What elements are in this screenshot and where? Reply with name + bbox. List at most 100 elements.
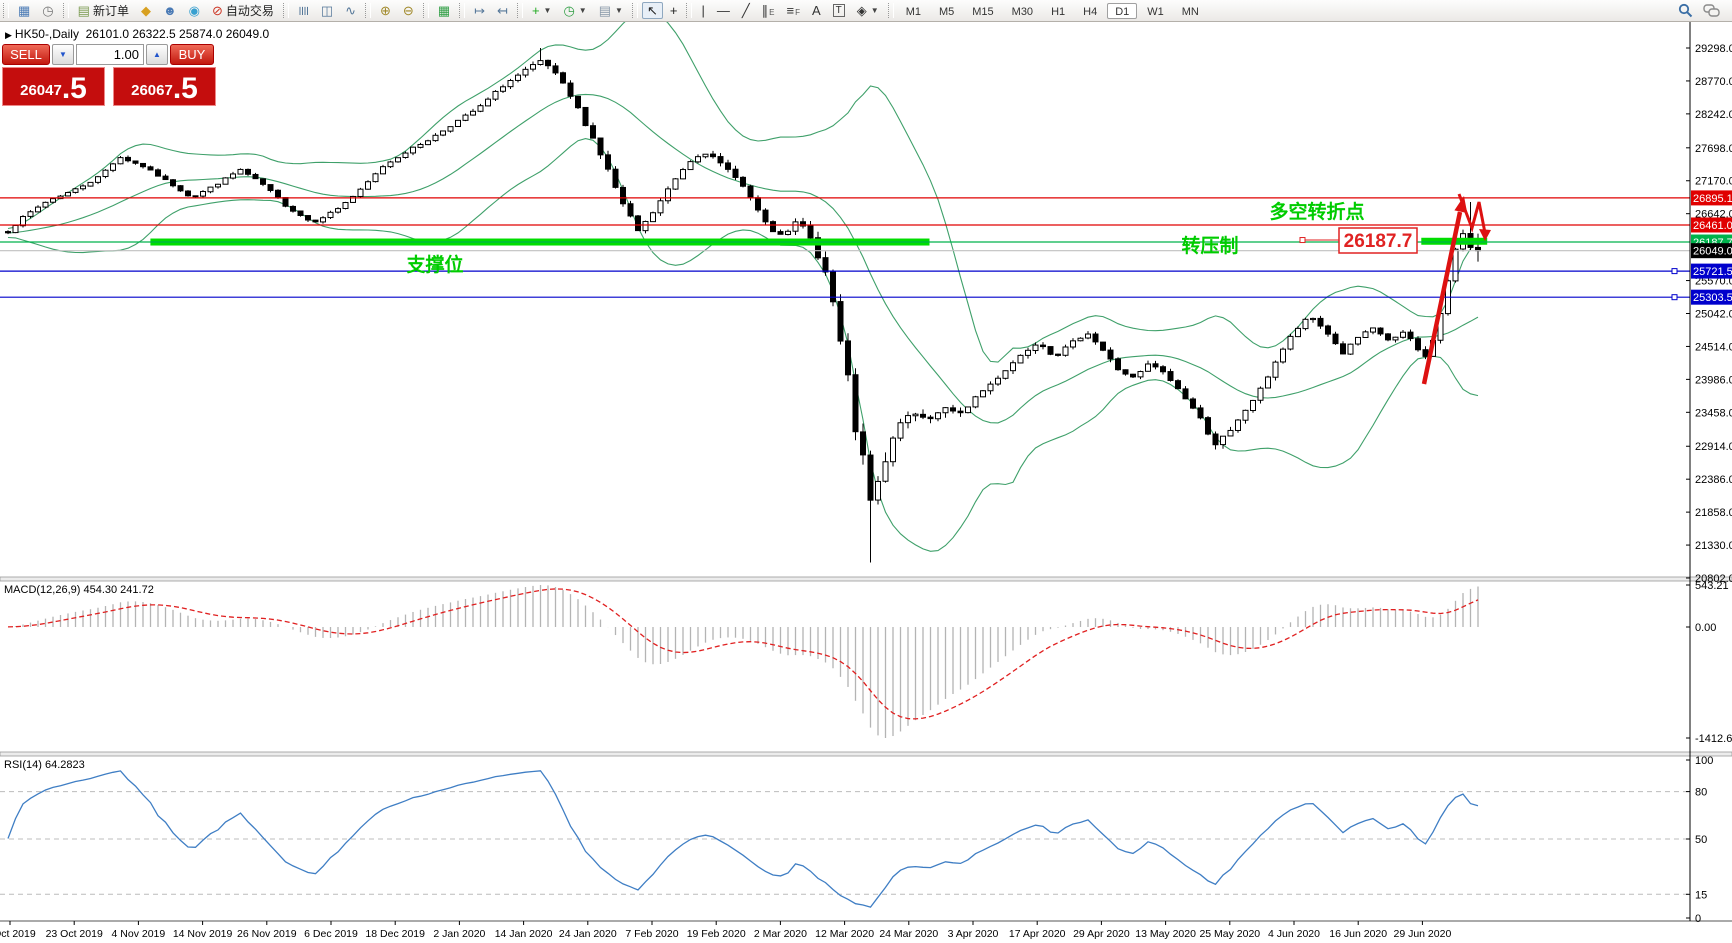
timeframe-button-h4[interactable]: H4 [1083,5,1098,18]
crosshair-icon[interactable]: + [665,2,683,19]
timeframe-button-m15[interactable]: M15 [972,5,994,18]
rsi-axis-label: 80 [1695,787,1707,799]
tile-windows-icon[interactable]: ▦ [433,2,455,19]
candlestick-chart-icon[interactable]: ◫ [316,2,338,19]
candle-body [980,390,986,398]
timeframe-button-m1[interactable]: M1 [905,5,921,18]
trend-arrow-shaft[interactable] [1421,211,1463,385]
timeframe-button-m5[interactable]: M5 [938,5,955,18]
buy-button[interactable]: BUY [170,44,214,65]
candle-body [1422,349,1429,357]
support-label[interactable]: 支撑位 [405,253,463,276]
pane-separator[interactable] [0,576,1732,582]
candle-body [215,183,221,188]
add-indicator-dropdown[interactable]: + ▼ [527,2,557,19]
price-axis-label: 24514.0 [1695,341,1732,353]
periods-dropdown-caret: ▼ [578,6,587,15]
fibonacci-icon[interactable]: ≡ F [782,2,805,19]
trendline-icon[interactable]: ╱ [737,2,755,19]
resistance-label[interactable]: 转压制 [1181,234,1238,257]
date-tick-label: 14 Nov 2019 [173,928,233,940]
line-chart-icon[interactable]: ∿ [340,2,361,19]
bar-chart-icon[interactable]: ≣ [293,2,314,19]
toolbar-separator [422,3,429,18]
autotrading-button[interactable]: ⊘ 自动交易 [207,2,279,19]
history-center-icon[interactable]: ◷ [37,2,58,19]
equidistant-channel-icon[interactable]: ∥ E [757,2,780,19]
chart-shift-icon[interactable]: ↤ [492,2,513,19]
vertical-line-icon[interactable]: | [696,2,709,19]
candle-body [1152,363,1159,368]
line-handle[interactable] [1671,294,1678,301]
periods-dropdown[interactable]: ◷ ▼ [558,2,591,19]
timeframe-button-w1[interactable]: W1 [1147,5,1164,18]
zoom-in-icon[interactable]: ⊕ [375,2,396,19]
candle-body [417,143,424,148]
pane-separator[interactable] [0,751,1732,757]
candle-body [192,195,199,198]
candle-body [50,198,56,203]
text-label-icon[interactable]: T [828,2,850,19]
chat-icon[interactable] [1703,3,1720,18]
candle-body [830,271,836,303]
zoom-out-icon[interactable]: ⊖ [398,2,419,19]
pivot-label[interactable]: 多空转折点 [1269,200,1364,223]
arrows-dropdown[interactable]: ◈ ▼ [852,2,884,19]
candle-body [672,178,679,190]
timeframe-button-mn[interactable]: MN [1181,5,1199,18]
candle-body [785,230,791,236]
candle-body [1017,354,1024,364]
candle-body [1257,387,1264,401]
templates-dropdown[interactable]: ▤ ▼ [594,2,628,19]
candle-body [1227,429,1234,437]
candle-body [1025,349,1031,356]
callout-anchor-handle[interactable] [1299,237,1306,244]
candle-body [140,162,146,168]
auto-scroll-icon[interactable]: ↦ [469,2,490,19]
date-tick-label: 18 Dec 2019 [365,928,425,940]
line-handle[interactable] [1671,268,1678,275]
signals-icon[interactable]: ◉ [184,2,205,19]
candle-body [800,221,806,227]
candle-body [1362,331,1369,339]
text-icon[interactable]: A [807,2,826,19]
candle-body [1040,344,1046,348]
level-price-tag [1691,217,1732,233]
search-icon[interactable] [1678,3,1693,18]
new-order-button[interactable]: ▤ 新订单 [73,2,134,19]
red-zigzag-annotation[interactable] [1457,193,1487,234]
community-icon[interactable]: ☻ [158,2,182,19]
sell-price-button[interactable]: 26047.5 [2,67,105,106]
sell-button[interactable]: SELL [2,44,50,65]
timeframe-button-d1[interactable]: D1 [1107,2,1138,19]
arrows-dropdown: ◈ [856,2,867,18]
price-tag-text: 25303.5 [1693,292,1732,304]
buy-price-main: 26067 [131,82,173,99]
candle-body [162,175,169,181]
candle-body [27,211,34,217]
price-callout[interactable]: 26187.7 [1344,231,1413,252]
candle-body [560,72,566,84]
fibonacci-icon: ≡ [786,2,795,18]
candle-body [882,461,889,482]
volume-decrease-button[interactable]: ▼ [52,44,74,65]
candle-body [702,153,709,158]
horizontal-line-icon[interactable]: — [712,2,735,19]
candle-body [867,454,874,501]
candle-body [582,106,589,127]
candle-body [1310,317,1316,321]
buy-price-button[interactable]: 26067.5 [113,67,216,106]
styler-icon[interactable]: ◆ [136,2,156,19]
date-tick-label: 2 Jan 2020 [433,928,485,940]
candle-body [275,189,281,199]
volume-increase-button[interactable]: ▲ [146,44,168,65]
bollinger-middle-band [7,93,1479,424]
new-chart-icon[interactable]: ▦ [13,2,35,19]
candle-body [125,156,131,162]
timeframe-button-h1[interactable]: H1 [1051,5,1066,18]
volume-input[interactable] [76,44,144,65]
price-callout-box[interactable] [1338,227,1418,254]
timeframe-button-m30[interactable]: M30 [1011,5,1034,18]
cursor-icon[interactable]: ↖ [641,2,663,19]
